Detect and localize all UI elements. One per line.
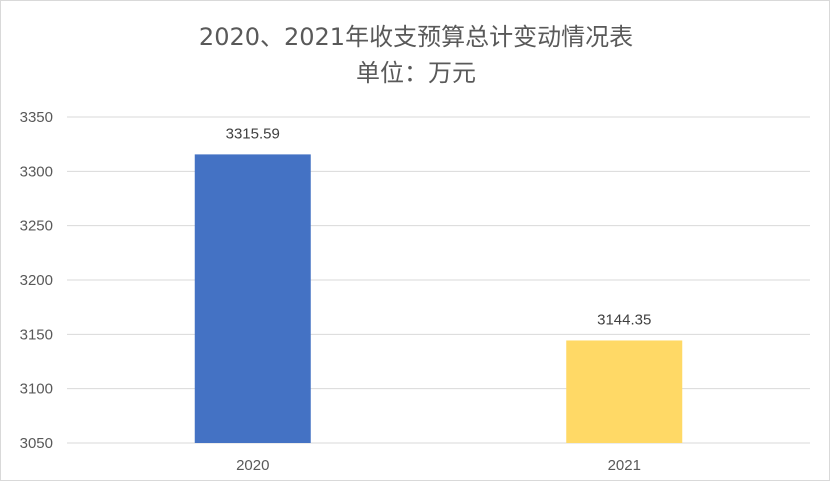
x-tick-label: 2020	[236, 457, 269, 474]
chart-title: 2020、2021年收支预算总计变动情况表	[199, 23, 633, 51]
chart-subtitle: 单位：万元	[356, 59, 476, 87]
bar	[566, 340, 683, 443]
y-tick-label: 3050	[20, 435, 53, 452]
y-tick-label: 3150	[20, 326, 53, 343]
y-tick-label: 3250	[20, 218, 53, 235]
y-axis: 3050 3100 3150 3200 3250 3300 3350	[20, 109, 53, 452]
y-tick-label: 3300	[20, 163, 53, 180]
y-tick-label: 3100	[20, 381, 53, 398]
data-label: 3144.35	[597, 311, 651, 328]
gridlines	[67, 116, 810, 444]
bars	[194, 154, 683, 443]
bar	[194, 154, 311, 443]
data-labels: 3315.59 3144.35	[226, 125, 652, 328]
y-tick-label: 3200	[20, 272, 53, 289]
data-label: 3315.59	[226, 125, 280, 142]
x-tick-label: 2021	[608, 457, 641, 474]
y-tick-label: 3350	[20, 109, 53, 126]
x-axis: 2020 2021	[236, 457, 641, 474]
